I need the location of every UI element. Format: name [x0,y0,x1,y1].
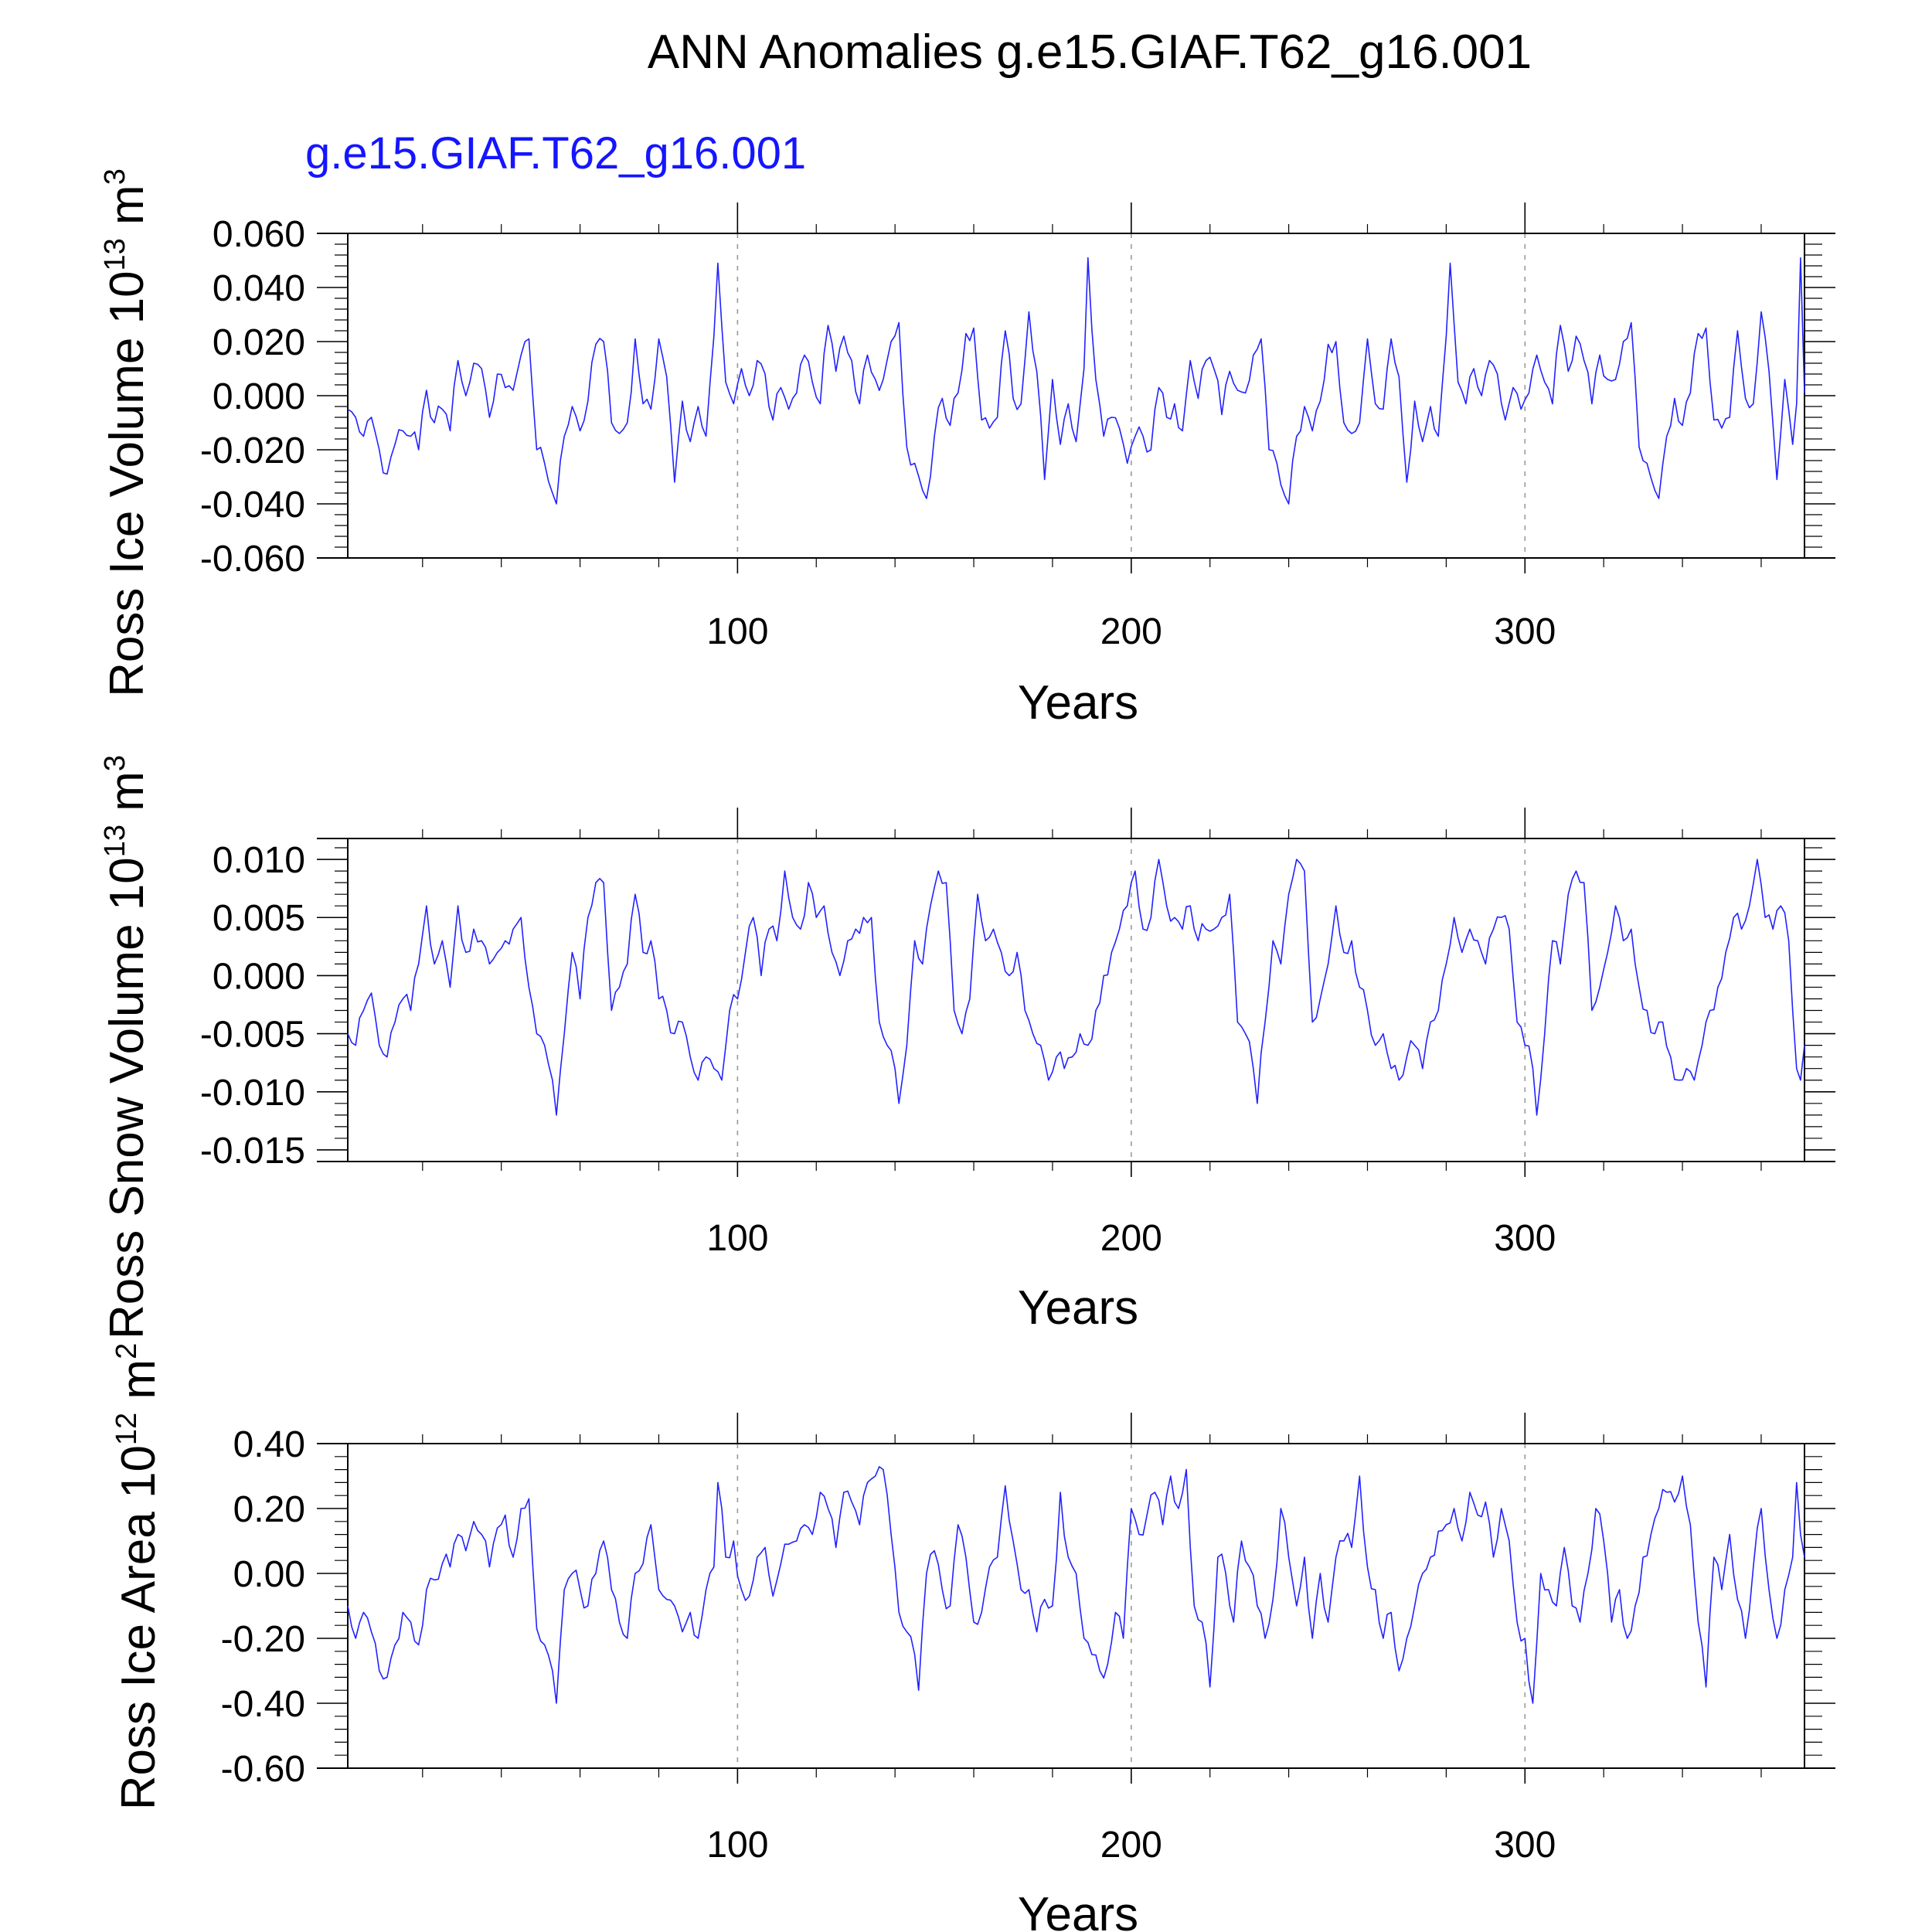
x-tick-label: 200 [1100,1218,1162,1259]
y-axis-title-main: Ross Ice Volume 10 [100,270,154,696]
x-axis-title: Years [1018,1281,1138,1335]
x-tick-label: 100 [706,1825,768,1866]
plot-frame [347,233,1805,559]
y-axis-title-unit: m [100,771,154,825]
x-tick-label: 300 [1494,611,1556,652]
x-tick-label: 100 [706,611,768,652]
y-axis-title-unit-exponent: 2 [111,1343,143,1359]
y-axis-title-unit-exponent: 3 [99,168,131,185]
y-axis-title-main: Ross Snow Volume 10 [100,857,154,1339]
y-tick-label: 0.000 [213,956,305,997]
y-axis-title: Ross Ice Area 1012 m2 [111,1343,165,1810]
ross-snow-volume-series-line [347,859,1805,1116]
y-tick-label: 0.010 [213,840,305,881]
y-axis-title-unit: m [112,1359,165,1413]
y-tick-label: -0.40 [221,1684,305,1725]
y-tick-label: 0.020 [213,322,305,363]
x-tick-label: 300 [1494,1825,1556,1866]
ross-snow-volume-panel: -0.015 -0.010 -0.005 0.000 0.005 0.010 100 200 3… [99,755,1835,1339]
y-axis-title-unit: m [100,185,154,238]
ross-ice-area-series-line [347,1466,1805,1704]
y-axis-title: Ross Snow Volume 1013 m3 [99,755,154,1339]
y-tick-label: 0.40 [233,1424,305,1465]
ross-ice-area-panel: -0.60 -0.40 -0.20 0.00 0.20 0.40 100 200 300 Year… [111,1343,1835,1932]
y-tick-label: -0.005 [200,1015,305,1056]
ross-ice-volume-series-line [347,257,1805,505]
y-tick-label: -0.040 [200,485,305,526]
x-tick-label: 100 [706,1218,768,1259]
y-tick-label: -0.015 [200,1131,305,1172]
figure-title: ANN Anomalies g.e15.GIAF.T62_g16.001 [648,26,1532,79]
y-tick-label: 0.000 [213,376,305,417]
x-tick-label: 200 [1100,1825,1162,1866]
y-axis-title-main: Ross Ice Area 10 [112,1445,165,1810]
chart-panels: -0.060 -0.040 -0.020 0.000 0.020 0.040 0.060 10… [99,168,1835,1932]
ross-ice-volume-panel: -0.060 -0.040 -0.020 0.000 0.020 0.040 0.060 10… [99,168,1835,730]
x-axis-title: Years [1018,1888,1138,1932]
y-tick-label: 0.060 [213,214,305,255]
y-tick-label: -0.010 [200,1073,305,1114]
y-tick-label: 0.005 [213,898,305,939]
y-tick-label: -0.60 [221,1749,305,1790]
y-axis-title-exponent: 13 [99,238,131,270]
y-axis-title-exponent: 13 [99,825,131,857]
x-tick-label: 300 [1494,1218,1556,1259]
y-tick-label: 0.20 [233,1489,305,1530]
x-tick-label: 200 [1100,611,1162,652]
x-axis-title: Years [1018,676,1138,730]
y-axis-title-exponent: 12 [111,1413,143,1445]
y-tick-label: -0.060 [200,539,305,580]
y-tick-label: 0.040 [213,268,305,309]
y-axis-title: Ross Ice Volume 1013 m3 [99,168,154,697]
plot-frame [347,838,1805,1162]
plot-frame [347,1443,1805,1769]
y-axis-title-unit-exponent: 3 [99,755,131,771]
y-tick-label: 0.00 [233,1554,305,1595]
figure-subtitle: g.e15.GIAF.T62_g16.001 [305,128,806,179]
y-tick-label: -0.020 [200,430,305,471]
y-tick-label: -0.20 [221,1619,305,1660]
